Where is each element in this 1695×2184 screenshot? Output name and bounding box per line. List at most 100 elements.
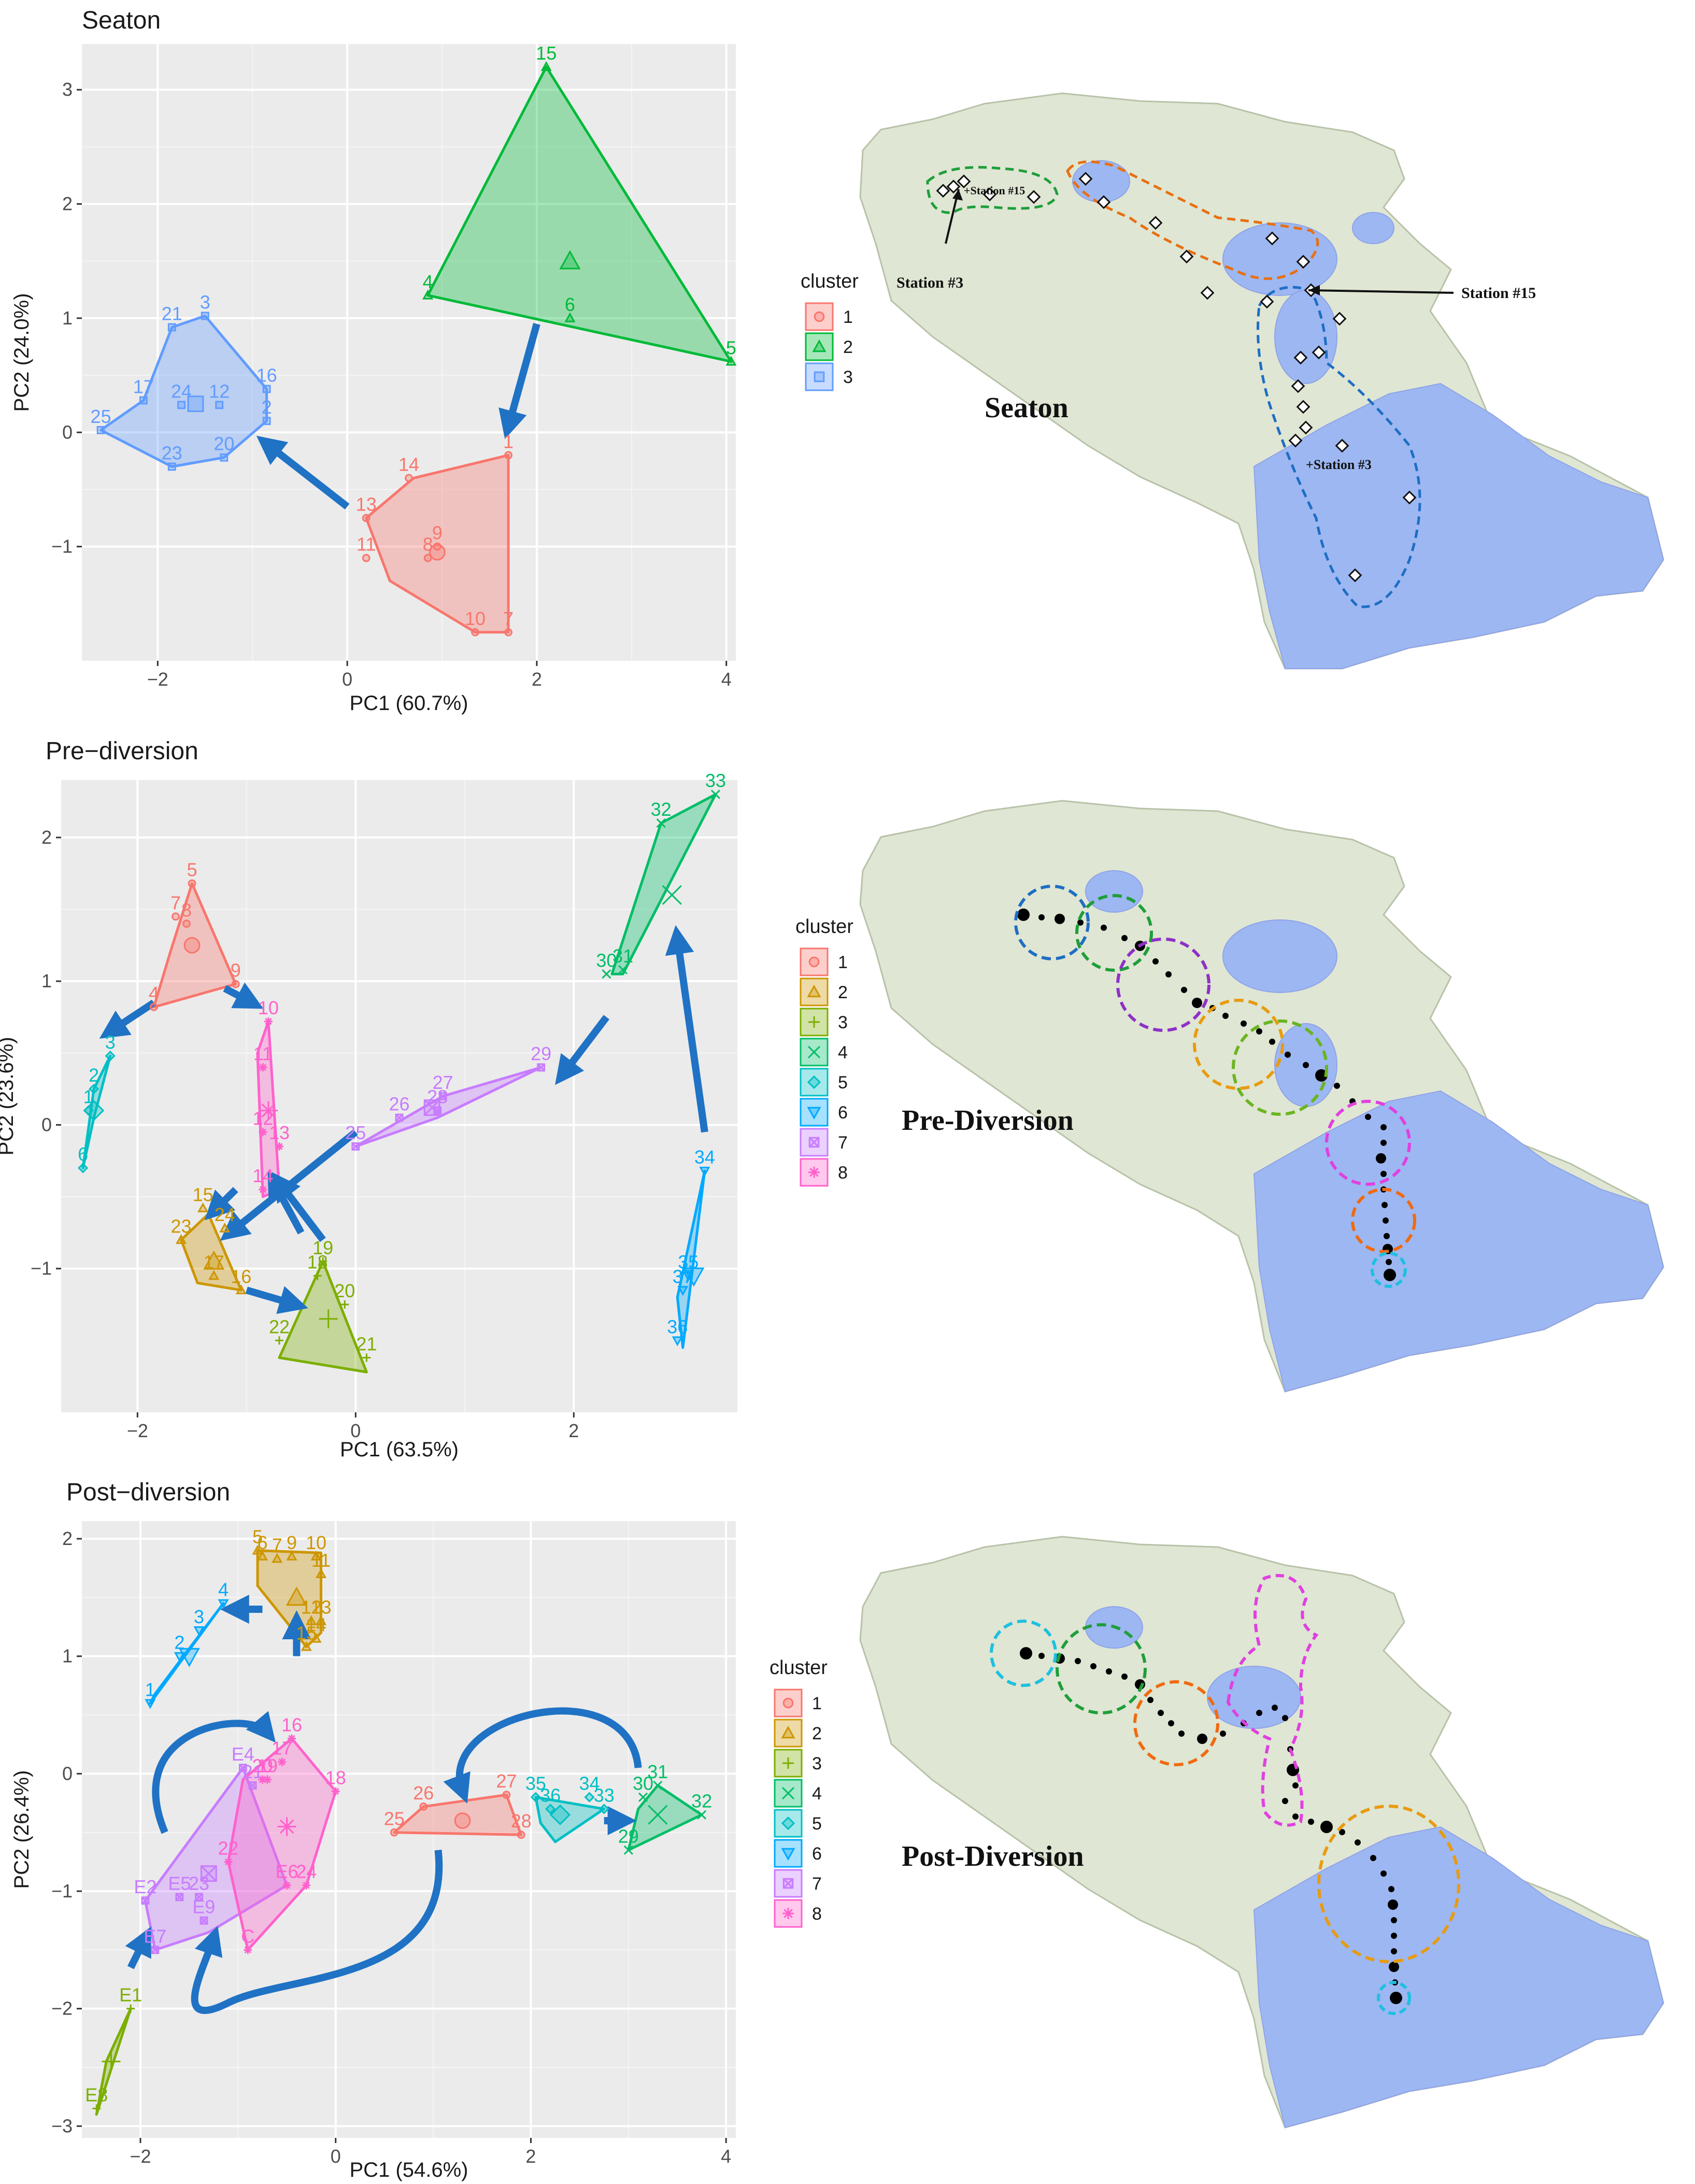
legend-symbol bbox=[807, 1045, 821, 1059]
legend-key bbox=[800, 1068, 829, 1097]
point-label: 16 bbox=[257, 365, 277, 386]
data-point bbox=[278, 1757, 287, 1766]
station-3-label: Station #3 bbox=[896, 274, 963, 291]
lake-water bbox=[1085, 870, 1143, 913]
data-point bbox=[564, 312, 576, 322]
station-marker bbox=[1312, 345, 1326, 360]
legend-key bbox=[774, 1899, 803, 1928]
station-dot bbox=[1380, 1171, 1387, 1177]
data-point bbox=[218, 1599, 229, 1609]
legend-symbol bbox=[782, 1697, 794, 1709]
point-label: 30 bbox=[596, 949, 617, 971]
cluster-circle bbox=[1317, 1805, 1460, 1963]
cluster-centroid bbox=[102, 2052, 121, 2071]
point-label: 11 bbox=[357, 534, 376, 555]
cluster-circle bbox=[1133, 1680, 1219, 1766]
station-dot bbox=[1380, 1124, 1387, 1130]
station-dot bbox=[1152, 958, 1159, 965]
station-marker bbox=[1027, 190, 1041, 204]
transition-arrow bbox=[99, 999, 156, 1039]
legend-key bbox=[774, 1839, 803, 1868]
point-label: 11 bbox=[311, 1550, 331, 1571]
legend-label: 6 bbox=[838, 1103, 848, 1123]
station-dot bbox=[1285, 1052, 1291, 1058]
data-point bbox=[315, 1615, 327, 1625]
point-label: 32 bbox=[651, 799, 672, 820]
point-label: 26 bbox=[413, 1782, 434, 1804]
station-dot bbox=[1334, 1083, 1340, 1089]
station-dot bbox=[1380, 1140, 1387, 1146]
point-label: 11 bbox=[253, 1043, 273, 1065]
lake-water bbox=[1352, 212, 1394, 244]
point-label: 7 bbox=[503, 608, 514, 629]
data-point bbox=[677, 1286, 689, 1296]
cluster-circle bbox=[990, 1620, 1057, 1687]
legend-title: cluster bbox=[801, 271, 859, 292]
station-marker bbox=[1291, 379, 1305, 393]
x-tick-label: 4 bbox=[721, 2146, 731, 2167]
cluster-circle bbox=[1075, 894, 1153, 972]
legend-label: 2 bbox=[838, 983, 848, 1002]
legend-label: 3 bbox=[838, 1013, 848, 1032]
legend-label: 2 bbox=[843, 337, 853, 357]
data-point bbox=[231, 980, 240, 988]
point-label: 2 bbox=[174, 1632, 184, 1653]
point-label: 17 bbox=[272, 1738, 292, 1759]
station-markers bbox=[936, 172, 1417, 583]
transition-arrow bbox=[220, 1129, 358, 1241]
station-3-inline-label: +Station #3 bbox=[1306, 457, 1372, 472]
station-marker bbox=[1296, 400, 1311, 414]
cluster-7-hull bbox=[144, 1766, 289, 1951]
point-label: 18 bbox=[325, 1767, 346, 1788]
cluster-centroid bbox=[319, 1309, 338, 1328]
legend-label: 7 bbox=[812, 1874, 822, 1894]
station-dot bbox=[1339, 1829, 1345, 1835]
data-point bbox=[89, 1084, 99, 1095]
station-15-inline-label: +Station #15 bbox=[964, 184, 1025, 197]
point-label: 9 bbox=[231, 960, 241, 981]
y-axis-label: PC2 (23.6%) bbox=[0, 1037, 18, 1156]
legend-symbol bbox=[807, 984, 821, 998]
point-label: 6 bbox=[78, 1144, 88, 1165]
data-point bbox=[540, 61, 552, 71]
point-label: 25 bbox=[345, 1122, 366, 1143]
cluster-circle bbox=[1056, 1623, 1147, 1714]
point-label: 16 bbox=[281, 1714, 302, 1735]
data-point bbox=[219, 1223, 231, 1232]
cluster-outline bbox=[1226, 1574, 1319, 1827]
cluster-centroid bbox=[683, 1267, 705, 1287]
data-point bbox=[351, 1142, 360, 1151]
point-label: E9 bbox=[192, 1896, 215, 1918]
point-label: 9 bbox=[432, 522, 443, 544]
legend-key bbox=[774, 1689, 803, 1718]
data-point bbox=[471, 628, 479, 636]
data-point bbox=[77, 1162, 89, 1173]
data-point bbox=[215, 401, 224, 409]
station-dot bbox=[1241, 1020, 1247, 1027]
station-dot bbox=[1389, 1962, 1399, 1972]
y-tick-label: 2 bbox=[62, 193, 73, 215]
station-dot bbox=[1388, 1886, 1394, 1892]
station-dot bbox=[1101, 925, 1107, 931]
point-label: 25 bbox=[91, 406, 111, 427]
cluster-circle bbox=[1377, 1981, 1411, 2015]
point-label: 22 bbox=[218, 1837, 239, 1859]
point-label: 6 bbox=[565, 294, 575, 315]
station-marker bbox=[1402, 490, 1417, 505]
data-point bbox=[200, 1916, 208, 1925]
data-point bbox=[175, 1234, 187, 1244]
legend-symbol bbox=[808, 1137, 820, 1148]
data-point bbox=[257, 1550, 268, 1561]
data-point bbox=[390, 1828, 398, 1837]
cluster-circle bbox=[1325, 1100, 1411, 1186]
y-tick-label: 2 bbox=[41, 827, 52, 848]
data-point bbox=[208, 1270, 220, 1280]
point-label: 19 bbox=[312, 1237, 333, 1258]
bay-water bbox=[1253, 1826, 1664, 2129]
data-point bbox=[602, 969, 611, 979]
lake-water bbox=[1222, 919, 1337, 993]
transition-arrow bbox=[204, 1187, 238, 1221]
cluster-centroid bbox=[277, 1817, 296, 1836]
